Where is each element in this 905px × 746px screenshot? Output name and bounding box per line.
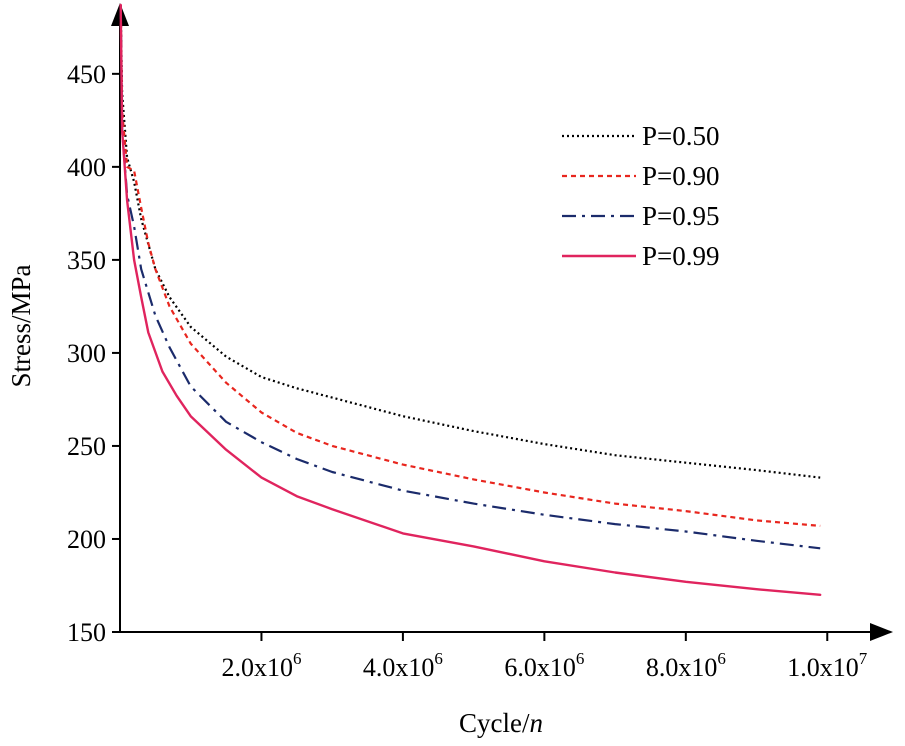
x-axis-title-variable: n xyxy=(529,708,543,738)
x-tick-mantissa: 4.0x10 xyxy=(363,653,435,682)
x-tick-exponent: 6 xyxy=(717,649,726,668)
series-line-p-0-50 xyxy=(119,4,821,479)
x-tick-exponent: 6 xyxy=(293,649,302,668)
x-tick-mantissa: 6.0x10 xyxy=(504,653,576,682)
y-tick-label: 350 xyxy=(67,246,106,275)
x-tick-exponent: 6 xyxy=(576,649,585,668)
x-axis-title: Cycle/n xyxy=(459,708,543,738)
legend: P=0.50 P=0.90 P=0.95 P=0.99 xyxy=(562,121,720,271)
x-tick-exponent: 6 xyxy=(434,649,443,668)
y-tick-label: 150 xyxy=(67,618,106,647)
x-tick-mantissa: 8.0x10 xyxy=(646,653,718,682)
legend-label: P=0.99 xyxy=(642,241,720,271)
series-layer xyxy=(119,3,822,596)
x-tick-label: 2.0x106 xyxy=(221,649,301,682)
x-axis-title-text: Cycle/ xyxy=(459,708,530,738)
y-tick-label: 200 xyxy=(67,525,106,554)
x-tick-label: 6.0x106 xyxy=(504,649,584,682)
y-tick-label: 250 xyxy=(67,432,106,461)
y-axis-title: Stress/MPa xyxy=(6,264,36,387)
legend-label: P=0.50 xyxy=(642,121,720,151)
y-tick-label: 450 xyxy=(67,60,106,89)
y-ticks: 150 200 250 300 350 400 450 xyxy=(67,60,120,647)
x-ticks: 2.0x106 4.0x106 6.0x106 8.0x106 1.0x107 xyxy=(221,632,868,682)
x-tick-label: 8.0x106 xyxy=(646,649,726,682)
y-tick-label: 300 xyxy=(67,339,106,368)
series-line-p-0-99 xyxy=(119,3,822,596)
x-tick-mantissa: 2.0x10 xyxy=(221,653,293,682)
x-tick-mantissa: 1.0x10 xyxy=(787,653,859,682)
axes-layer xyxy=(111,3,893,641)
x-tick-exponent: 7 xyxy=(859,649,868,668)
legend-label: P=0.95 xyxy=(642,201,720,231)
x-tick-label: 1.0x107 xyxy=(787,649,868,682)
y-tick-label: 400 xyxy=(67,153,106,182)
x-tick-label: 4.0x106 xyxy=(363,649,443,682)
series-line-p-0-95 xyxy=(119,4,821,550)
x-axis-arrow xyxy=(870,623,893,641)
legend-label: P=0.90 xyxy=(642,161,720,191)
